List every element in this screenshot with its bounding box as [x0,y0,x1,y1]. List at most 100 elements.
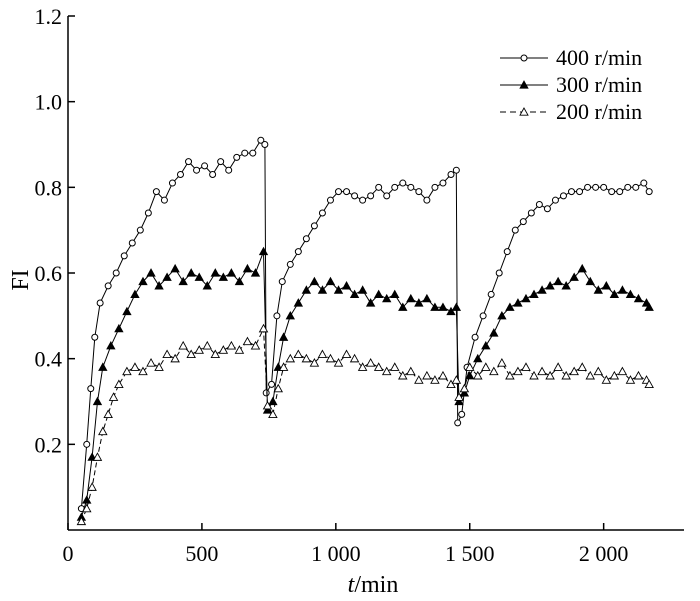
data-point [349,353,360,363]
data-point [349,289,360,299]
data-point [241,149,249,157]
x-axis-label-var: t [348,572,356,598]
data-point [415,188,423,196]
x-tick-label: 500 [185,541,218,566]
data-point [234,276,245,286]
data-point [373,289,384,299]
data-point [601,281,612,290]
data-point [382,293,392,303]
data-point [234,345,245,354]
legend-item: 300 r/min [500,72,642,97]
data-point [351,192,359,200]
data-point [154,281,164,290]
data-point [285,311,295,320]
data-point [144,209,152,217]
data-point [459,383,470,393]
data-point [423,196,431,204]
data-point [391,183,399,191]
data-point [262,400,273,410]
data-point [301,353,312,363]
data-point [625,289,636,299]
x-tick-label: 1 000 [311,541,361,566]
data-point [585,370,596,380]
data-point [335,188,343,196]
data-point [593,366,604,376]
data-point [592,183,600,191]
data-point [389,362,400,371]
data-point [186,349,196,359]
data-point [584,183,592,191]
data-point [81,503,92,513]
data-point [249,149,257,157]
data-point [309,358,320,367]
data-point [168,179,176,187]
data-point [447,170,455,178]
data-point [226,268,237,277]
data-point [375,183,383,191]
data-point [218,345,229,354]
data-point [217,158,225,166]
data-point [261,141,269,148]
data-point [83,440,91,448]
data-point [553,276,563,286]
data-point [278,278,286,286]
data-point [92,452,103,461]
data-point [511,226,519,234]
data-point [446,306,456,316]
data-point [138,366,148,376]
data-point [545,281,555,290]
data-point [521,293,531,303]
data-point [108,392,119,401]
data-point [527,209,535,217]
data-point [87,385,95,393]
data-point [497,358,507,367]
data-point [451,375,462,384]
data-point [553,362,563,371]
data-point [625,375,636,384]
data-point [600,183,608,191]
data-point [452,166,460,174]
data-point [398,370,408,380]
data-point [454,419,462,427]
data-point [407,183,415,191]
data-point [489,328,499,337]
data-point [513,298,523,307]
data-point [632,183,640,191]
data-point [209,170,217,178]
data-point [551,196,559,204]
data-point [76,516,87,526]
data-point [645,188,653,196]
data-point [633,370,644,380]
data-point [406,366,416,376]
data-point [170,353,180,363]
data-point [521,362,531,371]
data-point [114,323,124,333]
data-point [176,170,184,178]
data-point [529,370,539,380]
data-point [446,379,456,389]
data-point [294,248,302,256]
data-point [154,362,164,371]
data-point [194,272,204,281]
data-point [333,285,344,294]
data-point [285,353,296,363]
data-point [569,366,579,376]
data-point [545,370,555,380]
data-point [106,340,116,350]
data-point [186,268,196,277]
data-point [519,218,527,226]
data-point [414,375,424,384]
data-point [286,260,294,268]
data-point [473,353,483,363]
data-point [96,299,104,307]
data-point [104,282,112,290]
data-point [128,239,136,247]
data-point [365,298,376,307]
data-point [513,366,523,376]
y-tick-label: 0.2 [35,432,63,457]
data-point [103,409,113,418]
data-point [210,268,220,277]
data-point [459,388,470,397]
data-point [250,268,261,277]
